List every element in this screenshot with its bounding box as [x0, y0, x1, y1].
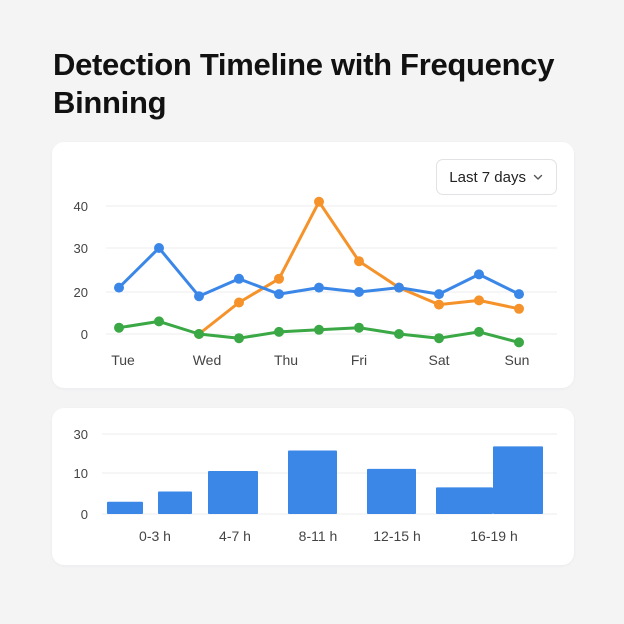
frequency-bin-chart: 0 10 30 0-3 h 4-7 h 8-11 h 12-15 h 16-19 h [74, 427, 557, 544]
y-tick-label: 40 [74, 199, 88, 214]
y-tick-label: 30 [74, 241, 88, 256]
data-point [514, 337, 524, 348]
data-point [114, 282, 124, 293]
x-tick-label: Wed [193, 352, 222, 368]
data-point [154, 243, 164, 253]
data-point [154, 316, 164, 327]
data-point [354, 287, 364, 297]
chevron-down-icon [533, 174, 543, 180]
bar [208, 470, 258, 514]
data-point [394, 282, 404, 293]
data-point [314, 196, 324, 207]
data-point [234, 297, 244, 308]
y-tick-label: 30 [74, 427, 88, 442]
data-point [434, 289, 444, 300]
data-point [354, 256, 364, 267]
data-point [194, 329, 204, 339]
timeline-card: Last 7 days 0 20 30 40 Tue Wed Thu Fri Sat Sun [52, 142, 574, 388]
x-tick-label: 4-7 h [219, 528, 251, 544]
data-point [514, 303, 524, 314]
y-tick-label: 10 [74, 466, 88, 481]
date-range-label: Last 7 days [449, 168, 526, 186]
data-point [274, 273, 284, 284]
data-point [394, 329, 404, 339]
x-tick-label: Thu [274, 352, 298, 368]
x-tick-label: 12-15 h [373, 528, 420, 544]
x-tick-label: 0-3 h [139, 528, 171, 544]
data-point [274, 289, 284, 300]
frequency-card: 0 10 30 0-3 h 4-7 h 8-11 h 12-15 h 16-19 h [52, 408, 574, 565]
bar [107, 501, 143, 514]
bar [288, 450, 337, 514]
data-point [194, 291, 204, 302]
x-tick-label: 8-11 h [299, 528, 338, 544]
data-point [234, 333, 244, 344]
data-point [354, 322, 364, 333]
y-tick-label: 20 [74, 285, 88, 300]
bar [367, 468, 416, 514]
bar [158, 491, 192, 514]
data-point [474, 295, 484, 306]
data-point [434, 333, 444, 344]
data-point [274, 326, 284, 337]
date-range-select[interactable]: Last 7 days [436, 159, 557, 195]
x-tick-label: Sun [505, 352, 530, 368]
x-tick-label: Sat [428, 352, 449, 368]
data-point [434, 299, 444, 310]
series-line [197, 200, 521, 336]
data-point [514, 289, 524, 300]
x-tick-label: 16-19 h [470, 528, 517, 544]
y-tick-label: 0 [81, 327, 88, 342]
x-tick-label: Fri [351, 352, 367, 368]
x-tick-label: Tue [111, 352, 135, 368]
data-point [474, 326, 484, 337]
page-title: Detection Timeline with Frequency Binnin… [53, 47, 555, 120]
data-point [234, 273, 244, 284]
detection-timeline-chart: 0 20 30 40 Tue Wed Thu Fri Sat Sun [74, 196, 557, 368]
bar [493, 446, 543, 514]
y-tick-label: 0 [81, 507, 88, 522]
data-point [474, 269, 484, 280]
bar [436, 487, 493, 514]
data-point [314, 282, 324, 293]
data-point [314, 324, 324, 335]
data-point [114, 322, 124, 333]
